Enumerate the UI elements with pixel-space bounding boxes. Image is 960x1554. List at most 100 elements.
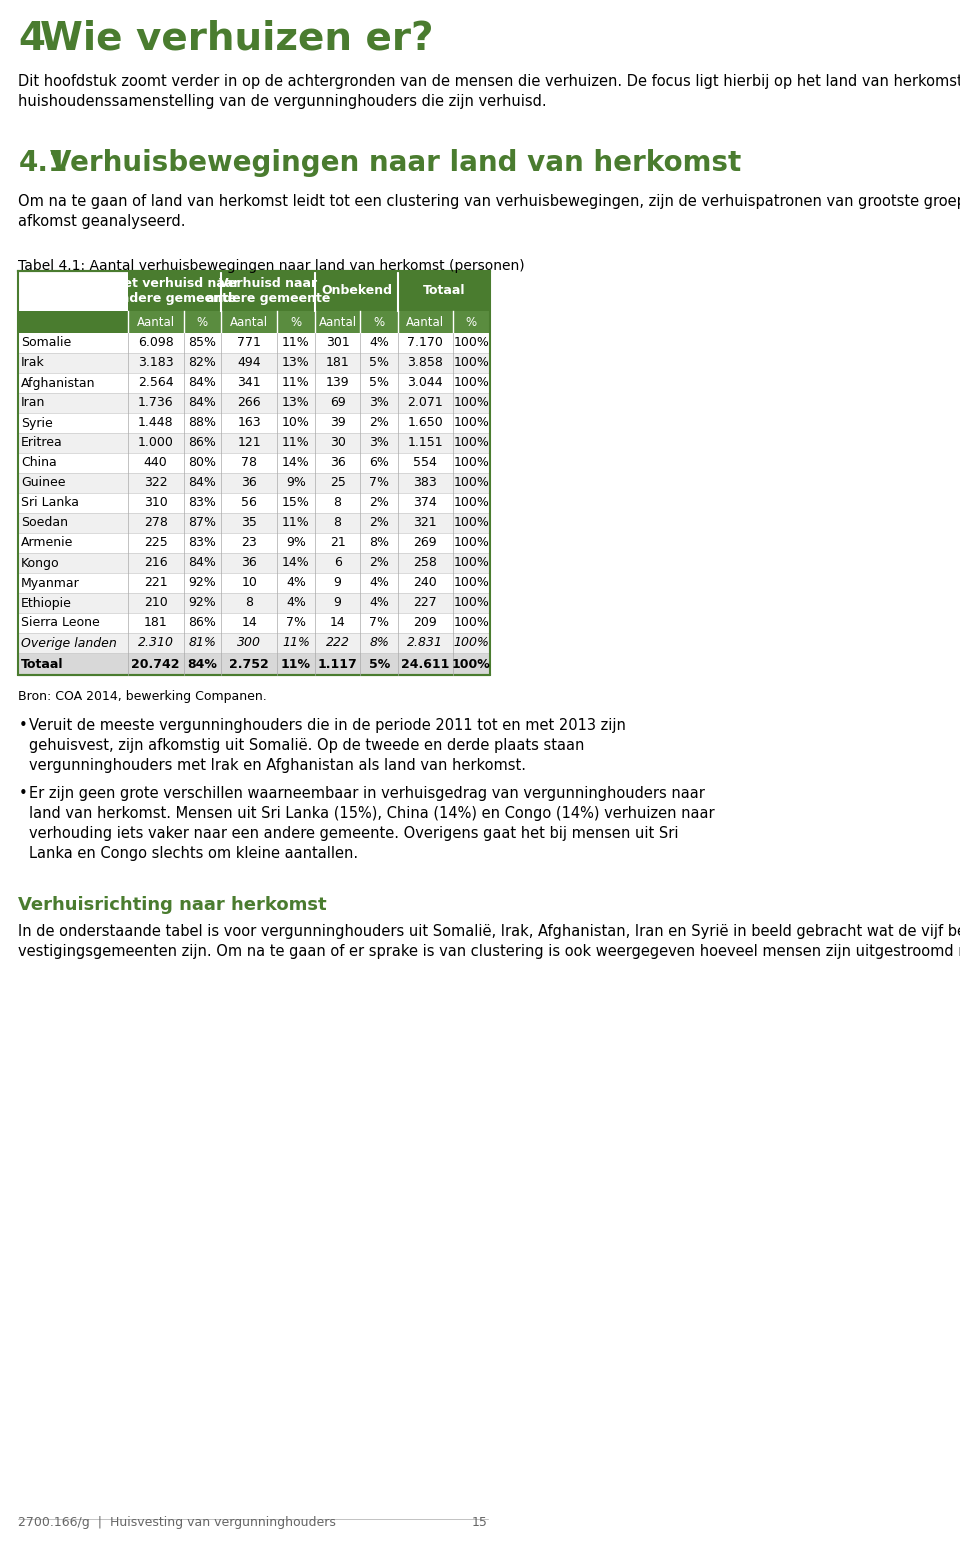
Text: 8%: 8% [370,637,389,650]
FancyBboxPatch shape [277,311,315,333]
Text: %: % [290,315,301,328]
FancyBboxPatch shape [221,270,315,311]
Text: 39: 39 [329,416,346,429]
Text: 6: 6 [334,556,342,569]
FancyBboxPatch shape [18,472,491,493]
Text: 100%: 100% [453,437,490,449]
FancyBboxPatch shape [128,270,221,311]
Text: 20.742: 20.742 [132,657,180,670]
Text: Kongo: Kongo [21,556,60,569]
Text: Bron: COA 2014, bewerking Companen.: Bron: COA 2014, bewerking Companen. [18,690,267,702]
Text: 374: 374 [414,496,437,510]
Text: 100%: 100% [453,356,490,370]
FancyBboxPatch shape [315,270,398,311]
Text: 322: 322 [144,477,167,490]
Text: 30: 30 [329,437,346,449]
Text: 2%: 2% [370,416,389,429]
Text: 3.044: 3.044 [407,376,444,390]
Text: Myanmar: Myanmar [21,577,80,589]
Text: Verhuisbewegingen naar land van herkomst: Verhuisbewegingen naar land van herkomst [50,149,741,177]
FancyBboxPatch shape [18,513,491,533]
Text: 100%: 100% [453,477,490,490]
Text: 100%: 100% [453,496,490,510]
Text: 383: 383 [414,477,437,490]
Text: 80%: 80% [188,457,216,469]
Text: 240: 240 [414,577,437,589]
Text: 11%: 11% [282,337,310,350]
Text: 14%: 14% [282,457,310,469]
Text: 3.183: 3.183 [138,356,174,370]
Text: 69: 69 [329,396,346,410]
Text: Aantal: Aantal [319,315,357,328]
Text: 7%: 7% [370,617,389,629]
FancyBboxPatch shape [398,311,452,333]
Text: 139: 139 [325,376,349,390]
Text: 100%: 100% [453,516,490,530]
Text: 14: 14 [329,617,346,629]
Text: Afghanistan: Afghanistan [21,376,96,390]
Text: afkomst geanalyseerd.: afkomst geanalyseerd. [18,214,186,228]
Text: 84%: 84% [188,376,216,390]
Text: 209: 209 [414,617,437,629]
FancyBboxPatch shape [398,270,491,311]
Text: 301: 301 [325,337,349,350]
FancyBboxPatch shape [18,373,491,393]
Text: 1.650: 1.650 [407,416,444,429]
Text: 9%: 9% [286,536,306,550]
Text: 100%: 100% [453,617,490,629]
Text: Aantal: Aantal [136,315,175,328]
Text: 494: 494 [237,356,261,370]
FancyBboxPatch shape [18,393,491,413]
Text: 11%: 11% [281,657,311,670]
Text: 225: 225 [144,536,168,550]
FancyBboxPatch shape [18,353,491,373]
Text: 92%: 92% [188,597,216,609]
Text: 1.117: 1.117 [318,657,357,670]
Text: 24.611: 24.611 [401,657,449,670]
FancyBboxPatch shape [18,632,491,653]
Text: gehuisvest, zijn afkomstig uit Somalië. Op de tweede en derde plaats staan: gehuisvest, zijn afkomstig uit Somalië. … [29,738,585,754]
Text: Er zijn geen grote verschillen waarneembaar in verhuisgedrag van vergunninghoude: Er zijn geen grote verschillen waarneemb… [29,786,705,800]
Text: 86%: 86% [188,617,216,629]
FancyBboxPatch shape [18,454,491,472]
Text: 5%: 5% [370,376,389,390]
Text: Irak: Irak [21,356,45,370]
FancyBboxPatch shape [18,311,128,333]
Text: 4: 4 [18,20,45,57]
Text: 2.310: 2.310 [137,637,174,650]
FancyBboxPatch shape [18,612,491,632]
Text: Verhuisd naar
andere gemeente: Verhuisd naar andere gemeente [205,277,330,305]
Text: 440: 440 [144,457,168,469]
FancyBboxPatch shape [221,311,277,333]
Text: 6.098: 6.098 [138,337,174,350]
Text: 1.448: 1.448 [138,416,174,429]
Text: 13%: 13% [282,356,310,370]
Text: Dit hoofdstuk zoomt verder in op de achtergronden van de mensen die verhuizen. D: Dit hoofdstuk zoomt verder in op de acht… [18,75,960,89]
Text: Onbekend: Onbekend [321,284,392,297]
Text: 13%: 13% [282,396,310,410]
Text: 2.564: 2.564 [138,376,174,390]
Text: 92%: 92% [188,577,216,589]
Text: In de onderstaande tabel is voor vergunninghouders uit Somalië, Irak, Afghanista: In de onderstaande tabel is voor vergunn… [18,925,960,939]
Text: 221: 221 [144,577,167,589]
Text: 321: 321 [414,516,437,530]
Text: Verhuisrichting naar herkomst: Verhuisrichting naar herkomst [18,897,327,914]
FancyBboxPatch shape [18,653,491,674]
Text: Ethiopie: Ethiopie [21,597,72,609]
Text: verhouding iets vaker naar een andere gemeente. Overigens gaat het bij mensen ui: verhouding iets vaker naar een andere ge… [29,827,679,841]
Text: Om na te gaan of land van herkomst leidt tot een clustering van verhuisbeweginge: Om na te gaan of land van herkomst leidt… [18,194,960,208]
Text: 84%: 84% [187,657,217,670]
Text: 100%: 100% [453,376,490,390]
Text: Aantal: Aantal [230,315,268,328]
Text: 11%: 11% [282,376,310,390]
Text: 7%: 7% [370,477,389,490]
Text: Soedan: Soedan [21,516,68,530]
Text: 227: 227 [414,597,437,609]
Text: 2.831: 2.831 [407,637,444,650]
Text: 85%: 85% [188,337,216,350]
Text: 5%: 5% [369,657,390,670]
FancyBboxPatch shape [18,413,491,434]
Text: 10: 10 [241,577,257,589]
Text: 2%: 2% [370,516,389,530]
Text: 7%: 7% [286,617,306,629]
